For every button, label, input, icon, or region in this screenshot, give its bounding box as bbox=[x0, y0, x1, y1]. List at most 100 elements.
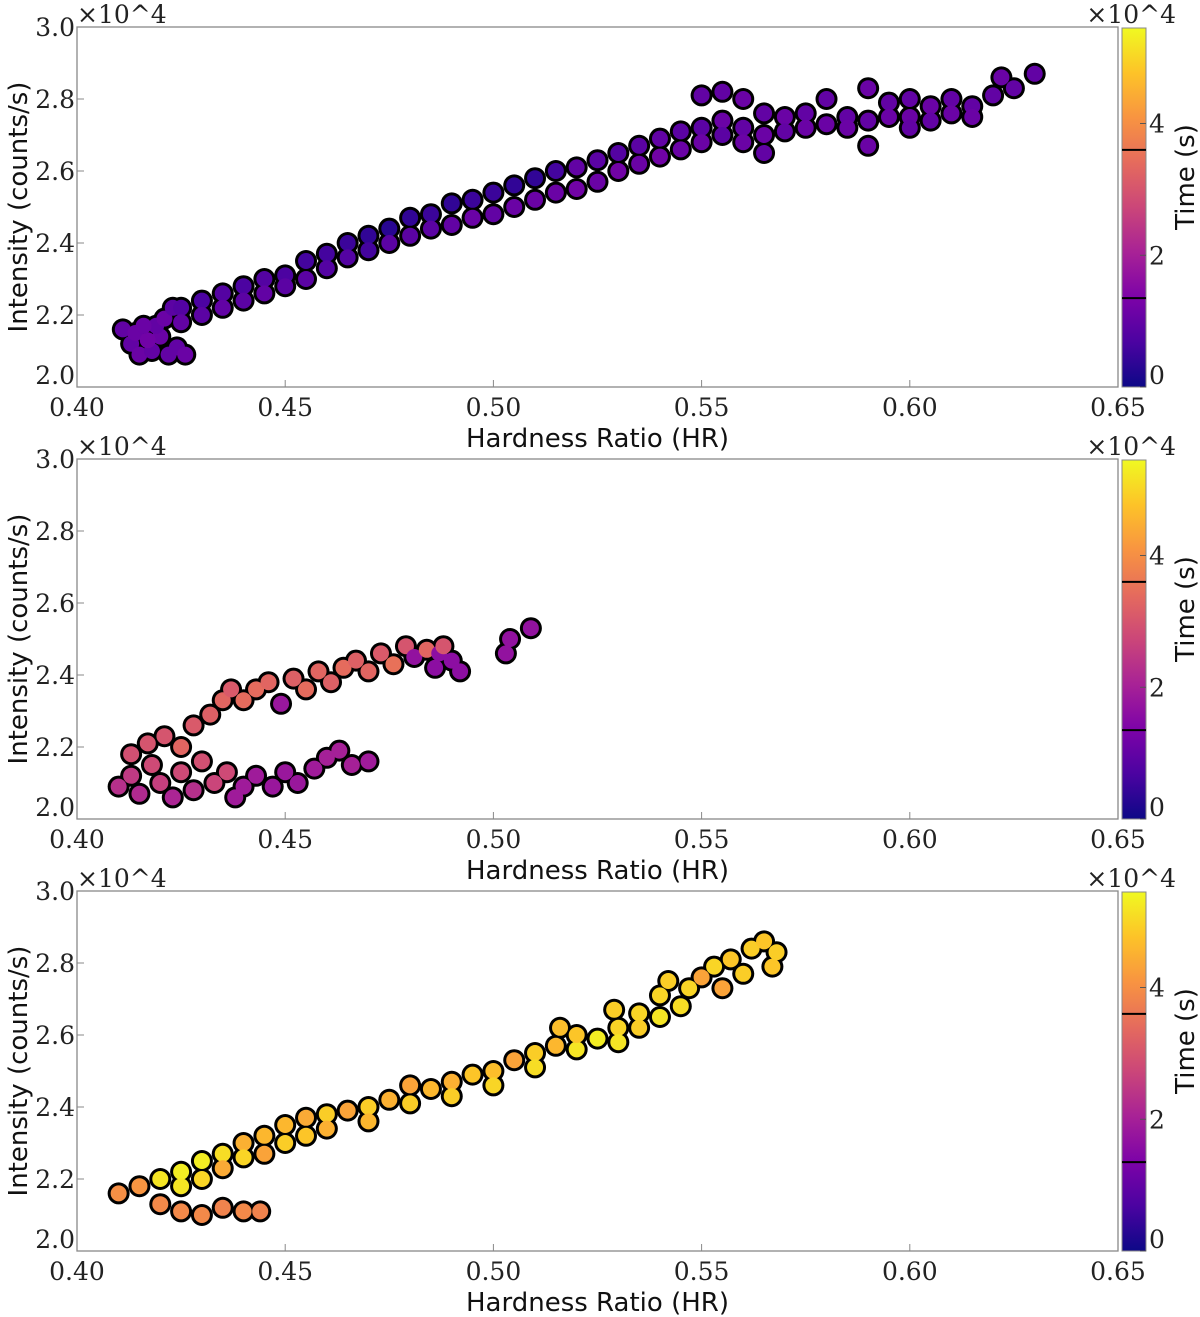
data-point bbox=[660, 973, 677, 989]
data-point bbox=[131, 785, 148, 802]
data-point bbox=[173, 1178, 190, 1195]
data-point bbox=[589, 173, 606, 190]
data-point bbox=[381, 1091, 398, 1108]
data-point bbox=[227, 789, 244, 806]
data-point bbox=[185, 782, 202, 799]
data-point bbox=[193, 1171, 210, 1187]
x-tick-label: 0.55 bbox=[674, 1257, 730, 1286]
data-point bbox=[527, 1045, 544, 1061]
data-point bbox=[818, 116, 835, 133]
data-point bbox=[568, 1041, 585, 1058]
data-point bbox=[298, 271, 315, 287]
data-point bbox=[610, 163, 627, 179]
data-point bbox=[193, 307, 210, 323]
y-axis-label: Intensity (counts/s) bbox=[4, 514, 34, 765]
data-point bbox=[631, 1019, 648, 1036]
data-point bbox=[527, 191, 544, 208]
colorbar-label: Time (s) bbox=[1171, 556, 1200, 663]
x-tick-label: 0.45 bbox=[257, 825, 313, 854]
data-point bbox=[214, 1199, 231, 1216]
plot-frame bbox=[76, 26, 1119, 388]
data-point bbox=[547, 1037, 564, 1054]
y-tick-label: 2.6 bbox=[35, 589, 75, 618]
data-point bbox=[235, 1149, 252, 1166]
data-point bbox=[173, 1163, 190, 1180]
data-point bbox=[218, 764, 235, 781]
data-point bbox=[339, 1102, 356, 1119]
colorbar-tick-label: 0 bbox=[1149, 1225, 1165, 1254]
data-point bbox=[347, 652, 364, 669]
data-point bbox=[714, 112, 731, 129]
colorbar-label: Time (s) bbox=[1171, 124, 1200, 231]
y-offset-text: ×10^4 bbox=[77, 864, 167, 893]
data-point bbox=[714, 83, 731, 100]
data-point bbox=[206, 775, 223, 791]
data-point bbox=[756, 145, 773, 161]
data-point bbox=[452, 663, 469, 680]
colorbar-gradient bbox=[1121, 27, 1147, 388]
data-point bbox=[235, 1203, 252, 1220]
x-tick-label: 0.65 bbox=[1090, 825, 1146, 854]
data-point bbox=[277, 1135, 294, 1151]
data-point bbox=[214, 299, 231, 316]
data-point bbox=[402, 209, 419, 226]
data-point bbox=[402, 227, 419, 244]
colorbar-label: Time (s) bbox=[1171, 988, 1200, 1095]
data-point bbox=[235, 778, 252, 795]
data-point bbox=[985, 87, 1002, 104]
data-point bbox=[273, 695, 290, 712]
data-point bbox=[735, 134, 752, 151]
data-point bbox=[235, 278, 252, 295]
data-point bbox=[202, 706, 219, 723]
data-point bbox=[248, 767, 265, 784]
data-point bbox=[568, 181, 585, 197]
data-point bbox=[764, 958, 781, 975]
data-point bbox=[651, 148, 668, 165]
data-point bbox=[860, 137, 877, 154]
data-point bbox=[422, 220, 439, 237]
data-point bbox=[173, 739, 190, 755]
colorbar-tick-label: 2 bbox=[1149, 673, 1165, 702]
data-point bbox=[443, 1073, 460, 1090]
data-point bbox=[372, 645, 389, 662]
colorbar-tick-label: 2 bbox=[1149, 241, 1165, 270]
data-point bbox=[651, 987, 668, 1004]
colorbar: 0 2 4 ×10^4 Time (s) bbox=[1086, 864, 1200, 1254]
data-point bbox=[735, 119, 752, 136]
y-tick-label: 2.0 bbox=[35, 1225, 75, 1254]
data-point bbox=[768, 944, 785, 961]
y-tick-label: 2.2 bbox=[35, 1165, 75, 1194]
data-point bbox=[173, 764, 190, 781]
y-tick-label: 2.6 bbox=[35, 1021, 75, 1050]
data-point bbox=[152, 775, 169, 791]
data-point bbox=[651, 1009, 668, 1025]
y-tick-label: 2.4 bbox=[35, 229, 75, 258]
data-point bbox=[860, 112, 877, 129]
data-point bbox=[256, 285, 273, 302]
data-point bbox=[693, 969, 710, 986]
data-point bbox=[693, 134, 710, 151]
y-tick-label: 2.6 bbox=[35, 157, 75, 186]
data-point bbox=[756, 105, 773, 122]
data-point bbox=[152, 1171, 169, 1187]
data-point bbox=[735, 965, 752, 982]
data-point bbox=[522, 620, 539, 637]
data-point bbox=[839, 119, 856, 136]
data-point bbox=[672, 998, 689, 1015]
x-tick-label: 0.40 bbox=[49, 825, 105, 854]
data-point bbox=[193, 1207, 210, 1223]
data-point bbox=[606, 1001, 623, 1018]
x-tick-label: 0.50 bbox=[466, 825, 522, 854]
data-point bbox=[552, 1019, 569, 1036]
data-point bbox=[256, 271, 273, 287]
data-point bbox=[756, 933, 773, 950]
data-point bbox=[381, 235, 398, 251]
y-offset-text: ×10^4 bbox=[77, 432, 167, 461]
data-point bbox=[310, 663, 327, 680]
data-point bbox=[214, 692, 231, 709]
data-point bbox=[235, 692, 252, 709]
data-point bbox=[714, 980, 731, 997]
data-point bbox=[235, 1135, 252, 1151]
data-point bbox=[248, 681, 265, 698]
data-point bbox=[418, 641, 435, 658]
